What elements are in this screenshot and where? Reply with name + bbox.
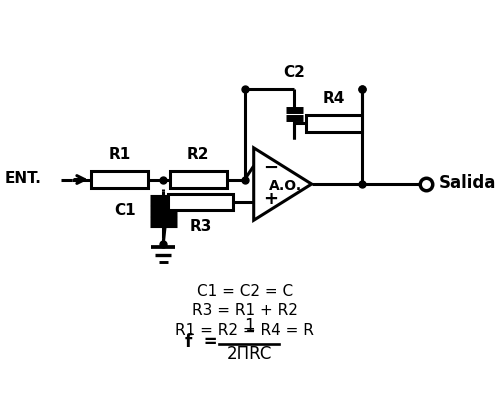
Text: C1 = C2 = C: C1 = C2 = C [196,284,292,299]
Text: −: − [263,159,278,177]
Text: ENT.: ENT. [4,171,41,186]
Bar [170,171,226,188]
Text: R3 = R1 + R2: R3 = R1 + R2 [192,304,298,319]
Bar [168,194,233,210]
Text: R3: R3 [189,219,212,234]
Bar [306,115,362,131]
Text: A.O.: A.O. [269,179,302,193]
Text: 1: 1 [244,317,254,335]
Text: Salida: Salida [438,174,496,192]
Text: R1: R1 [108,147,130,162]
Text: R2: R2 [187,147,210,162]
Text: C2: C2 [284,65,306,80]
Text: f  =: f = [185,333,218,351]
Text: C1: C1 [114,203,136,218]
Text: R1 = R2 = R4 = R: R1 = R2 = R4 = R [175,324,314,338]
Text: R4: R4 [323,91,345,106]
Text: +: + [263,190,278,208]
Bar [91,171,148,188]
Text: 2ΠRC: 2ΠRC [226,346,272,363]
